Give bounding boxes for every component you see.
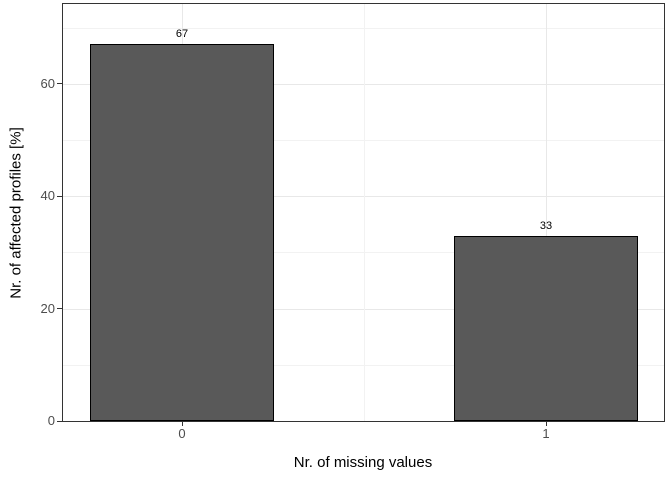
x-axis-title: Nr. of missing values [293, 454, 433, 471]
gridline-major-vertical [546, 4, 547, 421]
y-axis-tick [57, 308, 63, 310]
y-tick-label: 60 [40, 75, 55, 91]
gridline-major-horizontal [63, 83, 664, 85]
bar-value-label: 33 [539, 219, 553, 232]
gridline-minor-horizontal [63, 364, 664, 366]
gridline-minor-horizontal [63, 140, 664, 141]
gridline-major-horizontal [63, 196, 664, 198]
y-axis-title: Nr. of affected profiles [%] [7, 127, 25, 299]
x-axis-tick [181, 421, 183, 426]
y-axis-tick [57, 420, 63, 422]
gridline-minor-horizontal [63, 27, 664, 29]
x-tick-label: 1 [542, 426, 550, 441]
x-tick-label: 0 [178, 426, 186, 441]
y-tick-label: 40 [40, 188, 55, 204]
plot-panel: 67 33 [62, 3, 665, 422]
bar [90, 44, 274, 421]
bar-value-label: 67 [175, 28, 189, 41]
y-axis-tick [57, 83, 63, 85]
gridline-minor-horizontal [63, 252, 664, 254]
gridline-major-horizontal [63, 308, 664, 310]
y-tick-label: 20 [40, 300, 55, 316]
y-axis-tick [57, 195, 63, 197]
y-tick-label: 0 [47, 413, 55, 428]
gridline-minor-vertical [364, 4, 365, 421]
bar [454, 235, 638, 421]
x-axis-tick [545, 421, 547, 426]
